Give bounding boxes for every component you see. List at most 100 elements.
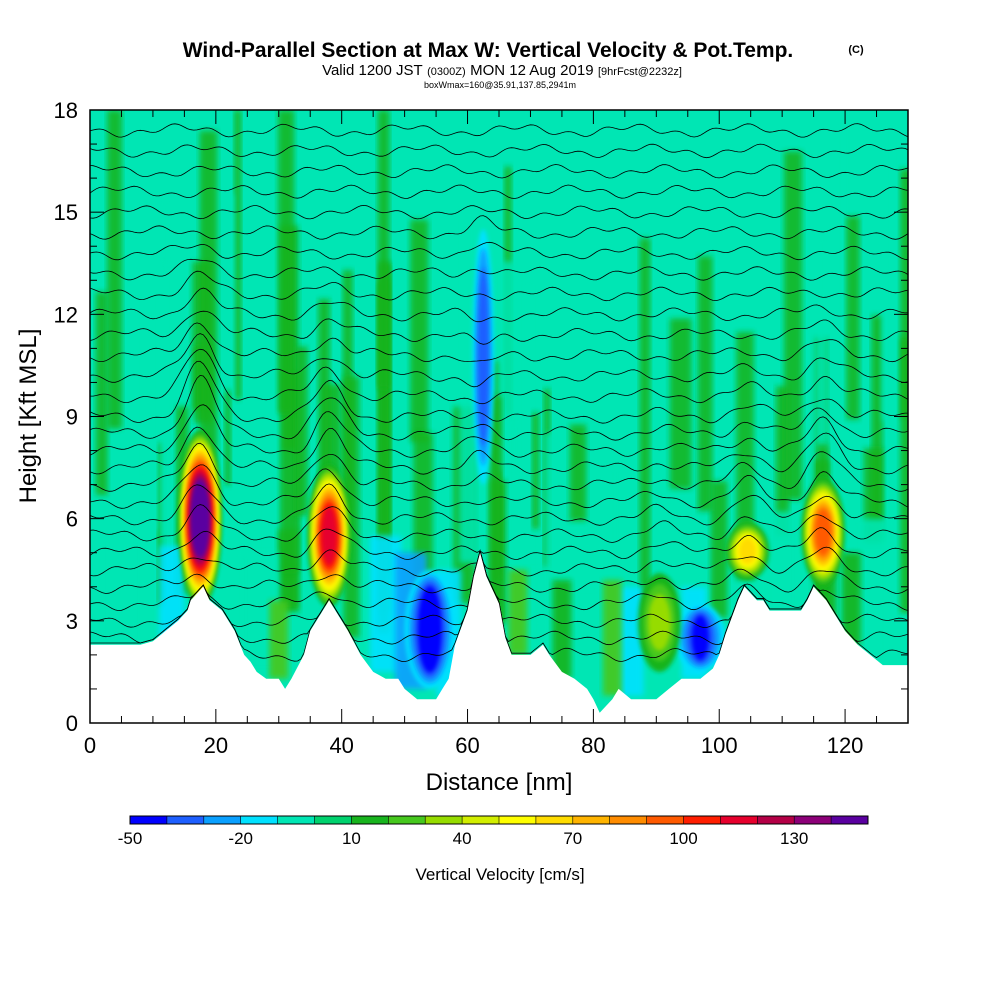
field-streak xyxy=(498,261,519,471)
colorbar-swatch xyxy=(535,816,574,824)
theta-contour-line xyxy=(90,333,908,388)
colorbar-tick-label: -20 xyxy=(228,829,253,848)
theta-contour-line xyxy=(90,549,908,594)
velocity-field xyxy=(95,110,908,706)
x-tick-label: 0 xyxy=(84,733,96,758)
field-streak xyxy=(871,315,883,536)
field-streak xyxy=(510,424,518,549)
x-tick-label: 120 xyxy=(827,733,864,758)
field-streak xyxy=(378,261,390,612)
theta-contour-line xyxy=(90,164,908,179)
chart-subtitle: Valid 1200 JST (0300Z) MON 12 Aug 2019 [… xyxy=(322,62,682,79)
colorbar-swatch xyxy=(572,816,611,824)
colorbar-swatch xyxy=(757,816,795,824)
field-region xyxy=(602,579,622,696)
theta-contour-line xyxy=(90,483,908,526)
colorbar-swatch xyxy=(646,816,684,824)
theta-contour-line xyxy=(90,442,908,492)
colorbar-swatch xyxy=(462,816,500,824)
field-streak xyxy=(900,337,908,613)
colorbar-swatch xyxy=(314,816,352,824)
x-tick-label: 80 xyxy=(581,733,605,758)
colorbar-swatch xyxy=(794,816,832,824)
field-streak xyxy=(669,318,692,489)
axes: 0 20 40 60 80 100 120 0 3 6 9 12 15 18 xyxy=(54,98,908,758)
theta-contours xyxy=(90,123,908,663)
theta-contour-line xyxy=(90,143,908,159)
y-tick-label: 6 xyxy=(66,507,78,532)
field-streak xyxy=(900,169,908,418)
colorbar-swatch xyxy=(720,816,758,824)
colorbar-tick-label: 100 xyxy=(669,829,697,848)
field-region xyxy=(552,579,572,679)
theta-contour-line xyxy=(90,426,908,475)
theta-contour-line xyxy=(90,504,908,543)
field-streak xyxy=(199,130,218,495)
field-region xyxy=(102,535,141,645)
colorbar-swatch xyxy=(351,816,389,824)
colorbar-swatch xyxy=(388,816,426,824)
y-tick-label: 18 xyxy=(54,98,78,123)
field-streak xyxy=(410,219,429,442)
downdraft-core xyxy=(422,591,438,668)
colorbar-swatch xyxy=(831,816,869,824)
y-tick-label: 3 xyxy=(66,609,78,634)
field-streak xyxy=(639,238,651,609)
field-region xyxy=(508,569,528,655)
field-streak xyxy=(318,299,330,592)
field-streak xyxy=(224,390,231,485)
x-axis-label: Distance [nm] xyxy=(426,769,573,796)
colorbar-swatch xyxy=(277,816,315,824)
theta-contour-line xyxy=(90,270,908,302)
downdraft-core xyxy=(477,267,489,447)
y-axis-label: Height [Kft MSL] xyxy=(15,329,42,504)
subtitle-valid: Valid 1200 JST xyxy=(322,62,423,79)
x-tick-label: 100 xyxy=(701,733,738,758)
box-info: boxWmax=160@35.91,137.85,2941m xyxy=(424,80,576,90)
field-region xyxy=(269,600,289,679)
theta-contour-line xyxy=(90,184,908,199)
field-streak xyxy=(697,256,713,512)
subtitle-utc: (0300Z) xyxy=(427,66,466,78)
y-tick-label: 9 xyxy=(66,405,78,430)
colorbar-swatch xyxy=(609,816,648,824)
colorbar-tick-label: 130 xyxy=(780,829,808,848)
field-streak xyxy=(450,151,458,390)
updraft-core xyxy=(321,506,337,565)
field-streak xyxy=(569,424,587,522)
colorbar-tick-label: 40 xyxy=(453,829,472,848)
theta-contour-line xyxy=(90,527,908,560)
field-streak xyxy=(522,278,535,623)
theta-contour-line xyxy=(90,310,908,345)
colorbar-tick-label: -50 xyxy=(118,829,143,848)
theta-contour-line xyxy=(90,215,908,240)
field-streak xyxy=(612,465,624,557)
theta-contour-line xyxy=(90,322,908,363)
terrain-mask xyxy=(90,552,908,723)
plot-area xyxy=(90,110,908,723)
theta-contour-line xyxy=(90,123,908,138)
updraft-core xyxy=(738,537,757,565)
colorbar-swatch xyxy=(683,816,721,824)
updraft-core xyxy=(192,483,208,554)
copyright-mark: (C) xyxy=(848,44,864,56)
updraft-core xyxy=(648,594,671,651)
theta-contour-line xyxy=(90,546,908,577)
field-streak xyxy=(278,110,295,414)
theta-contour-line xyxy=(90,348,908,405)
colorbar-swatch xyxy=(240,816,279,824)
colorbar-swatch xyxy=(499,816,537,824)
field-streak xyxy=(377,110,390,389)
colorbar-swatch xyxy=(425,816,463,824)
field-region xyxy=(841,552,861,645)
y-tick-label: 12 xyxy=(54,302,78,327)
field-streak xyxy=(459,209,478,563)
field-streak xyxy=(545,433,561,622)
colorbar-tick-label: 70 xyxy=(563,829,582,848)
theta-contour-line xyxy=(90,204,908,220)
theta-contour-line xyxy=(90,287,908,323)
downdraft-core xyxy=(691,615,710,661)
field-streak xyxy=(846,216,860,420)
x-tick-label: 40 xyxy=(329,733,353,758)
